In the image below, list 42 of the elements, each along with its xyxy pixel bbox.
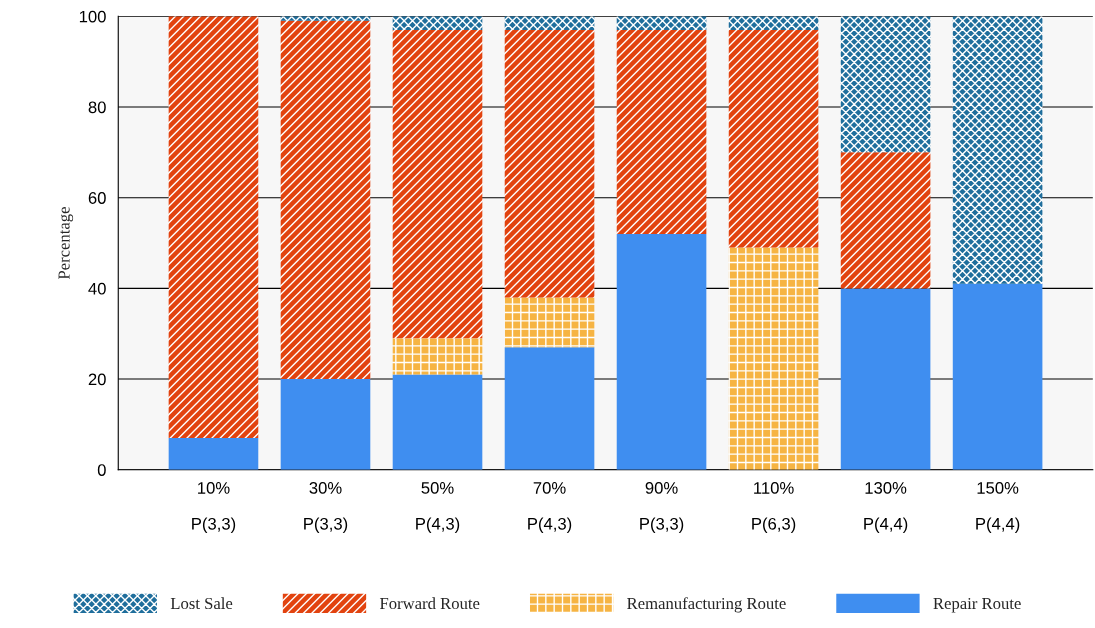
- legend-label: Remanufacturing Route: [627, 597, 786, 613]
- bar: [280, 20, 371, 380]
- y-tick-label: 60: [88, 192, 106, 204]
- bar: [392, 374, 483, 470]
- bar: [392, 16, 483, 30]
- bar: [504, 29, 595, 298]
- bar: [392, 338, 483, 375]
- bar: [840, 152, 931, 289]
- legend-label: Lost Sale: [170, 597, 233, 610]
- category-label: 10% P(3,3): [192, 481, 236, 533]
- y-tick-label: 0: [97, 464, 106, 476]
- bar: [392, 29, 483, 339]
- bar: [616, 16, 707, 30]
- bar: [728, 247, 819, 470]
- bar: [504, 16, 595, 30]
- bar: [840, 288, 931, 470]
- bar: [728, 16, 819, 30]
- bar: [616, 233, 707, 470]
- y-axis-title: Percentage: [58, 207, 74, 280]
- category-label: 110% P(6,3): [752, 481, 796, 533]
- bar: [952, 283, 1043, 470]
- category-label: 50% P(4,3): [416, 481, 460, 533]
- bar: [168, 438, 259, 470]
- y-tick-label: 40: [88, 282, 106, 295]
- y-tick-label: 80: [88, 101, 106, 114]
- bar: [504, 347, 595, 470]
- bar: [616, 29, 707, 234]
- bar: [504, 297, 595, 348]
- category-label: 150% P(4,4): [976, 481, 1020, 533]
- category-label: 30% P(3,3): [304, 481, 348, 533]
- bar: [840, 16, 931, 153]
- category-label: 70% P(4,3): [528, 481, 572, 533]
- bar: [280, 379, 371, 470]
- category-label: 90% P(3,3): [640, 481, 684, 533]
- legend-label: Repair Route: [933, 597, 1021, 613]
- y-tick-label: 100: [79, 10, 106, 23]
- category-label: 130% P(4,4): [864, 481, 908, 533]
- legend-label: Forward Route: [379, 597, 480, 610]
- y-tick-label: 20: [88, 373, 106, 386]
- bar: [168, 16, 259, 438]
- bar: [728, 29, 819, 248]
- bar: [952, 16, 1043, 284]
